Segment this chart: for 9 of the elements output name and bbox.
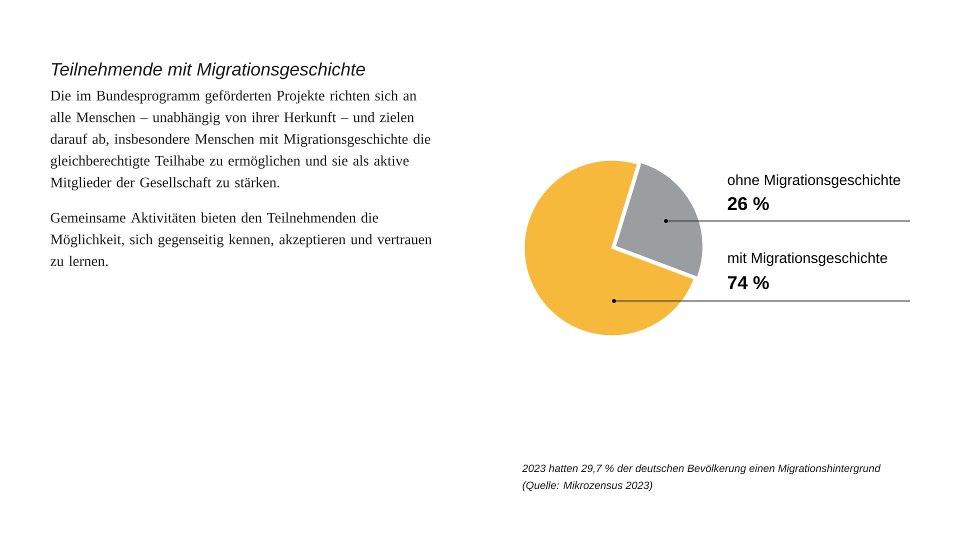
slice-label: ohne Migrationsgeschichte bbox=[728, 174, 900, 188]
text: Die im Bundesprogramm geförderten Projekte richten sich an alle Menschen – unabhängig von ihrer Herkunft – und zielen darauf ab, insbesondere Menschen mit Migrationsgeschichte die gleichberechtigte Teilhabe zu ermöglichen und sie als aktive Mitglieder der Gesellschaft zu stärken. bbox=[50, 90, 430, 190]
text: 2023 hatten 29,7 % der deutschen Bevölkerung einen Migrationshintergrund bbox=[522, 464, 881, 474]
text: Teilnehmende mit Migrationsgeschichte bbox=[52, 62, 365, 80]
slice-label: mit Migrationsgeschichte bbox=[728, 252, 888, 266]
text: (Quelle: Mikrozensus 2023) bbox=[522, 481, 652, 492]
text: Gemeinsame Aktivitäten bieten den Teilnehmenden die Möglichkeit, sich gegenseitig kennen, akzeptieren und vertrauen zu lernen. bbox=[50, 212, 432, 266]
data-label: 26 % bbox=[728, 197, 769, 210]
data-label: 74 % bbox=[728, 276, 769, 290]
